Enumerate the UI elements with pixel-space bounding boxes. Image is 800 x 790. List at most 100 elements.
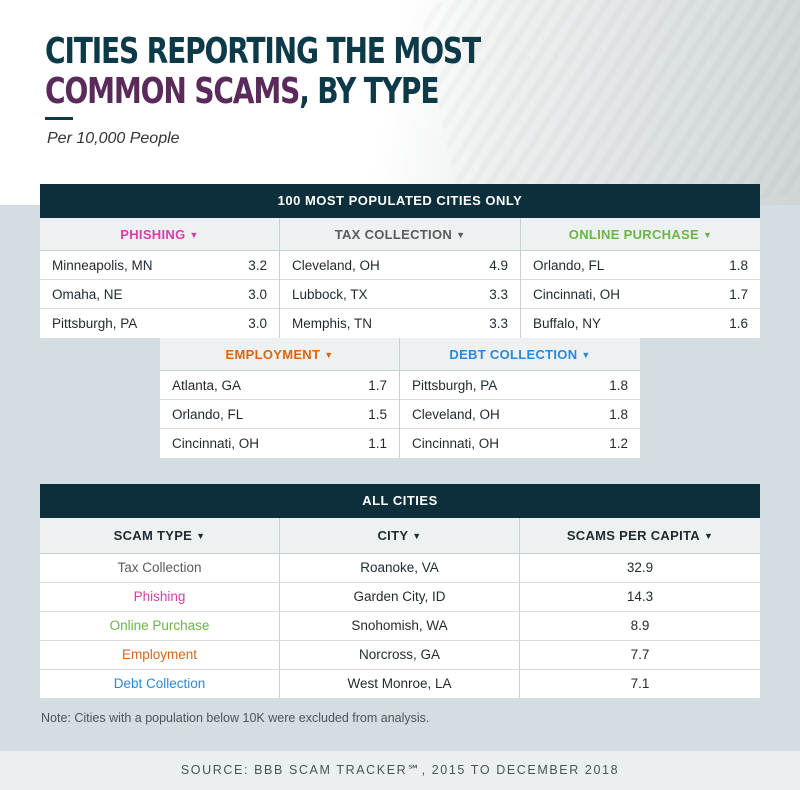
city-row: Minneapolis, MN 3.2 xyxy=(40,251,279,280)
city-name: Buffalo, NY xyxy=(533,316,602,331)
city-row: Cincinnati, OH 1.1 xyxy=(160,429,399,458)
per-capita-cell: 7.1 xyxy=(630,676,650,691)
city-name: Orlando, FL xyxy=(533,258,605,273)
city-name: Cincinnati, OH xyxy=(533,287,621,302)
city-row: Atlanta, GA 1.7 xyxy=(160,371,399,400)
city-name: Cleveland, OH xyxy=(412,407,500,422)
scam-type-cell: Online Purchase xyxy=(40,612,280,640)
city-name: Omaha, NE xyxy=(52,287,123,302)
city-cell: Roanoke, VA xyxy=(280,554,520,582)
per-capita-cell: 7.7 xyxy=(630,647,650,662)
city-name: Memphis, TN xyxy=(292,316,373,331)
category-label: DEBT COLLECTION xyxy=(449,347,578,362)
sort-arrow-icon: ▼ xyxy=(456,230,466,240)
city-value: 1.5 xyxy=(368,407,387,422)
table-row: Employment Norcross, GA 7.7 xyxy=(40,641,760,670)
title-line-2-rest: , BY TYPE xyxy=(299,71,439,112)
city-value: 1.7 xyxy=(368,378,387,393)
city-value: 3.3 xyxy=(489,316,508,331)
per-capita-cell: 32.9 xyxy=(626,560,654,575)
city-row: Orlando, FL 1.5 xyxy=(160,400,399,429)
top-cities-row-1: PHISHING ▼ Minneapolis, MN 3.2 Omaha, NE 3.0 P… xyxy=(40,218,760,338)
city-value: 1.6 xyxy=(729,316,748,331)
city-value: 3.2 xyxy=(248,258,267,273)
sort-arrow-icon: ▼ xyxy=(703,531,714,541)
category-label: EMPLOYMENT xyxy=(225,347,321,362)
city-row: Cleveland, OH 1.8 xyxy=(400,400,640,429)
category-header[interactable]: TAX COLLECTION ▼ xyxy=(280,218,520,251)
city-name: Cleveland, OH xyxy=(292,258,380,273)
top-cities-panel: 100 MOST POPULATED CITIES ONLY xyxy=(40,184,760,218)
city-name: Minneapolis, MN xyxy=(52,258,153,273)
source-footer: SOURCE: BBB SCAM TRACKER℠, 2015 TO DECEM… xyxy=(0,751,800,790)
column-header-label: SCAMS PER CAPITA xyxy=(566,528,700,543)
per-capita-cell: 14.3 xyxy=(626,589,654,604)
sort-arrow-icon: ▼ xyxy=(581,350,591,360)
title-line-1: CITIES REPORTING THE MOST xyxy=(45,31,481,72)
category-column: TAX COLLECTION ▼ Cleveland, OH 4.9 Lubbock, … xyxy=(280,218,521,338)
category-column: DEBT COLLECTION ▼ Pittsburgh, PA 1.8 Clevela… xyxy=(400,338,640,458)
subtitle: Per 10,000 People xyxy=(47,130,180,147)
city-row: Buffalo, NY 1.6 xyxy=(521,309,760,338)
top-cities-heading: 100 MOST POPULATED CITIES ONLY xyxy=(40,184,760,218)
all-cities-panel: ALL CITIES SCAM TYPE ▼ CITY ▼ SCAMS PER CAPI… xyxy=(40,484,760,698)
column-header[interactable]: CITY ▼ xyxy=(280,518,520,553)
category-header[interactable]: EMPLOYMENT ▼ xyxy=(160,338,399,371)
city-name: Lubbock, TX xyxy=(292,287,368,302)
city-row: Orlando, FL 1.8 xyxy=(521,251,760,280)
category-label: PHISHING xyxy=(120,227,186,242)
all-cities-header-row: SCAM TYPE ▼ CITY ▼ SCAMS PER CAPITA ▼ xyxy=(40,518,760,554)
sort-arrow-icon: ▼ xyxy=(702,230,713,240)
city-value: 1.8 xyxy=(609,407,628,422)
table-row: Phishing Garden City, ID 14.3 xyxy=(40,583,760,612)
column-header[interactable]: SCAMS PER CAPITA ▼ xyxy=(520,518,760,553)
category-header[interactable]: ONLINE PURCHASE ▼ xyxy=(521,218,760,251)
header-background xyxy=(0,0,800,205)
city-row: Omaha, NE 3.0 xyxy=(40,280,279,309)
city-name: Pittsburgh, PA xyxy=(412,378,498,393)
city-value: 3.0 xyxy=(248,316,267,331)
city-name: Cincinnati, OH xyxy=(172,436,260,451)
city-value: 1.8 xyxy=(729,258,748,273)
city-row: Cincinnati, OH 1.2 xyxy=(400,429,640,458)
city-cell: Norcross, GA xyxy=(280,641,520,669)
city-name: Pittsburgh, PA xyxy=(52,316,138,331)
scam-type-cell: Phishing xyxy=(40,583,280,611)
city-value: 4.9 xyxy=(489,258,508,273)
city-row: Memphis, TN 3.3 xyxy=(280,309,520,338)
city-value: 1.2 xyxy=(609,436,628,451)
scam-type-cell: Tax Collection xyxy=(40,554,280,582)
page-title: CITIES REPORTING THE MOST COMMON SCAMS, … xyxy=(45,32,482,112)
category-label: TAX COLLECTION xyxy=(334,227,453,242)
sort-arrow-icon: ▼ xyxy=(324,350,334,360)
category-column: EMPLOYMENT ▼ Atlanta, GA 1.7 Orlando, FL 1.5 C… xyxy=(160,338,400,458)
table-row: Debt Collection West Monroe, LA 7.1 xyxy=(40,670,760,698)
top-cities-row-2: EMPLOYMENT ▼ Atlanta, GA 1.7 Orlando, FL 1.5 C… xyxy=(160,338,640,458)
per-capita-cell: 8.9 xyxy=(630,618,650,633)
city-cell: Snohomish, WA xyxy=(280,612,520,640)
sort-arrow-icon: ▼ xyxy=(189,230,199,240)
city-row: Pittsburgh, PA 3.0 xyxy=(40,309,279,338)
title-divider xyxy=(45,117,73,120)
city-cell: Garden City, ID xyxy=(280,583,520,611)
city-name: Atlanta, GA xyxy=(172,378,242,393)
sort-arrow-icon: ▼ xyxy=(196,531,206,541)
city-value: 1.7 xyxy=(729,287,748,302)
category-column: ONLINE PURCHASE ▼ Orlando, FL 1.8 Cincinnati… xyxy=(521,218,760,338)
city-value: 3.0 xyxy=(248,287,267,302)
scam-type-cell: Debt Collection xyxy=(40,670,280,698)
table-row: Tax Collection Roanoke, VA 32.9 xyxy=(40,554,760,583)
city-row: Cleveland, OH 4.9 xyxy=(280,251,520,280)
category-header[interactable]: PHISHING ▼ xyxy=(40,218,279,251)
column-header-label: SCAM TYPE xyxy=(113,528,193,543)
footnote: Note: Cities with a population below 10K… xyxy=(41,711,430,725)
city-row: Cincinnati, OH 1.7 xyxy=(521,280,760,309)
column-header[interactable]: SCAM TYPE ▼ xyxy=(40,518,280,553)
city-name: Orlando, FL xyxy=(172,407,244,422)
city-cell: West Monroe, LA xyxy=(280,670,520,698)
city-name: Cincinnati, OH xyxy=(412,436,500,451)
title-accent: COMMON SCAMS xyxy=(45,71,300,112)
city-row: Lubbock, TX 3.3 xyxy=(280,280,520,309)
category-header[interactable]: DEBT COLLECTION ▼ xyxy=(400,338,640,371)
city-value: 3.3 xyxy=(489,287,508,302)
